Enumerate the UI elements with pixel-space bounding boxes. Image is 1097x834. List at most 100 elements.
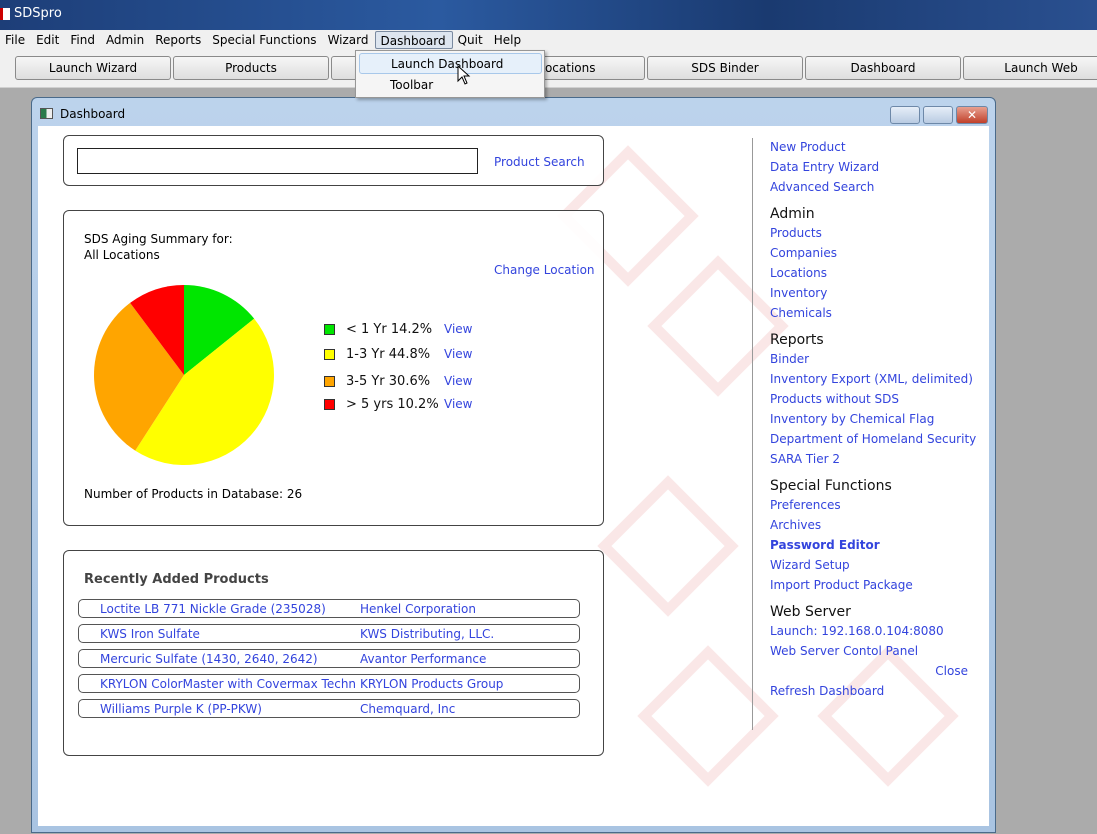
toolbar-button-dashboard[interactable]: Dashboard xyxy=(805,56,961,80)
sidebar-link-inventory-by-chemical-flag[interactable]: Inventory by Chemical Flag xyxy=(770,412,935,426)
sidebar-heading-special: Special Functions xyxy=(770,478,892,494)
menu-dashboard[interactable]: Dashboard xyxy=(374,31,453,49)
sidebar-link-department-of-homeland-security[interactable]: Department of Homeland Security xyxy=(770,432,977,446)
company-link[interactable]: KRYLON Products Group xyxy=(360,677,504,691)
menu-file[interactable]: File xyxy=(5,33,26,47)
menu-item-toolbar[interactable]: Toolbar xyxy=(390,78,434,92)
hazard-watermark-icon xyxy=(597,475,739,617)
company-link[interactable]: Chemquard, Inc xyxy=(360,702,456,716)
sidebar-divider xyxy=(752,138,753,730)
toolbar-button-products[interactable]: Products xyxy=(173,56,329,80)
product-search-link[interactable]: Product Search xyxy=(494,155,585,169)
sidebar-link-products[interactable]: Products xyxy=(770,226,822,240)
product-link[interactable]: Williams Purple K (PP-PKW) xyxy=(100,702,262,716)
close-dashboard-link[interactable]: Close xyxy=(935,664,968,678)
aging-title: SDS Aging Summary for: xyxy=(84,232,233,246)
menu-special-functions[interactable]: Special Functions xyxy=(212,33,317,47)
toolbar-button-launch-wizard[interactable]: Launch Wizard xyxy=(15,56,171,80)
menu-reports[interactable]: Reports xyxy=(155,33,202,47)
sidebar-links: New Product Data Entry Wizard Advanced Sea… xyxy=(770,140,980,704)
sidebar-link-launch-192-168-0-104-8080[interactable]: Launch: 192.168.0.104:8080 xyxy=(770,624,944,638)
legend-swatch xyxy=(324,399,335,410)
hazard-watermark-icon xyxy=(647,255,789,397)
view-link[interactable]: View xyxy=(444,322,473,336)
menu-edit[interactable]: Edit xyxy=(36,33,60,47)
product-search-input[interactable] xyxy=(77,148,478,174)
sidebar-link-products-without-sds[interactable]: Products without SDS xyxy=(770,392,900,406)
dashboard-window: Dashboard ✕ Product Search SDS Aging Sum… xyxy=(31,97,996,833)
window-title: Dashboard xyxy=(60,107,126,121)
sidebar-link-new-product[interactable]: New Product xyxy=(770,140,846,154)
dashboard-content: Product Search SDS Aging Summary for: Al… xyxy=(38,126,989,826)
recent-product-row[interactable]: Loctite LB 771 Nickle Grade (235028) Henk… xyxy=(78,599,580,618)
aging-summary-panel: SDS Aging Summary for: All Locations Cha… xyxy=(63,210,604,526)
menu-admin[interactable]: Admin xyxy=(105,33,145,47)
sidebar-link-data-entry-wizard[interactable]: Data Entry Wizard xyxy=(770,160,880,174)
recent-product-row[interactable]: KWS Iron Sulfate KWS Distributing, LLC. xyxy=(78,624,580,643)
app-title: SDSpro xyxy=(14,6,62,21)
recent-product-row[interactable]: Mercuric Sulfate (1430, 2640, 2642) Avant… xyxy=(78,649,580,668)
company-link[interactable]: KWS Distributing, LLC. xyxy=(360,627,495,641)
change-location-link[interactable]: Change Location xyxy=(494,263,595,277)
product-link[interactable]: Mercuric Sulfate (1430, 2640, 2642) xyxy=(100,652,318,666)
recent-product-row[interactable]: Williams Purple K (PP-PKW) Chemquard, Inc xyxy=(78,699,580,718)
sidebar-link-archives[interactable]: Archives xyxy=(770,518,822,532)
view-link[interactable]: View xyxy=(444,347,473,361)
recent-products-panel: Recently Added Products Loctite LB 771 N… xyxy=(63,550,604,756)
product-link[interactable]: KWS Iron Sulfate xyxy=(100,627,200,641)
sidebar-link-chemicals[interactable]: Chemicals xyxy=(770,306,832,320)
product-link[interactable]: Loctite LB 771 Nickle Grade (235028) xyxy=(100,602,326,616)
recent-products-title: Recently Added Products xyxy=(84,572,269,587)
pie-slice-2 xyxy=(93,302,184,451)
toolbar-button-launch-web[interactable]: Launch Web xyxy=(963,56,1097,80)
toolbar: Launch Wizard Products Locations SDS Binder… xyxy=(0,50,1097,88)
legend-label: 3-5 Yr 30.6% xyxy=(346,374,431,389)
pie-slice-3 xyxy=(130,285,184,375)
close-window-button[interactable]: ✕ xyxy=(956,106,988,124)
legend-swatch xyxy=(324,324,335,335)
legend-label: > 5 yrs 10.2% xyxy=(346,397,439,412)
product-count: Number of Products in Database: 26 xyxy=(84,487,303,501)
company-link[interactable]: Henkel Corporation xyxy=(360,602,476,616)
aging-pie-chart xyxy=(93,285,275,466)
dashboard-menu-dropdown: Launch Dashboard Toolbar xyxy=(355,50,545,98)
toolbar-button-sds-binder[interactable]: SDS Binder xyxy=(647,56,803,80)
sidebar-link-inventory-export-xml-delimited-[interactable]: Inventory Export (XML, delimited) xyxy=(770,372,973,386)
maximize-button[interactable] xyxy=(923,106,953,124)
sidebar-link-preferences[interactable]: Preferences xyxy=(770,498,841,512)
company-link[interactable]: Avantor Performance xyxy=(360,652,487,666)
sidebar-link-sara-tier-2[interactable]: SARA Tier 2 xyxy=(770,452,840,466)
sidebar-link-inventory[interactable]: Inventory xyxy=(770,286,828,300)
sidebar-link-import-product-package[interactable]: Import Product Package xyxy=(770,578,913,592)
search-panel: Product Search xyxy=(63,135,604,186)
sidebar-link-web-server-contol-panel[interactable]: Web Server Contol Panel xyxy=(770,644,919,658)
mouse-cursor-icon xyxy=(457,65,471,85)
minimize-button[interactable] xyxy=(890,106,920,124)
legend-swatch xyxy=(324,376,335,387)
sidebar-link-refresh-dashboard[interactable]: Refresh Dashboard xyxy=(770,684,885,698)
menu-bar: File Edit Find Admin Reports Special Function… xyxy=(0,30,1097,50)
hazard-watermark-icon xyxy=(637,645,779,787)
menu-find[interactable]: Find xyxy=(70,33,95,47)
sidebar-link-wizard-setup[interactable]: Wizard Setup xyxy=(770,558,850,572)
product-link[interactable]: KRYLON ColorMaster with Covermax Technol… xyxy=(100,677,355,691)
sidebar-link-locations[interactable]: Locations xyxy=(770,266,828,280)
legend-label: < 1 Yr 14.2% xyxy=(346,322,433,337)
pie-slice-0 xyxy=(184,285,255,375)
sidebar-link-password-editor[interactable]: Password Editor xyxy=(770,538,880,552)
view-link[interactable]: View xyxy=(444,397,473,411)
menu-help[interactable]: Help xyxy=(493,33,522,47)
sidebar-link-binder[interactable]: Binder xyxy=(770,352,810,366)
recent-product-row[interactable]: KRYLON ColorMaster with Covermax Technol… xyxy=(78,674,580,693)
legend-label: 1-3 Yr 44.8% xyxy=(346,347,431,362)
app-titlebar: SDSpro xyxy=(0,0,1097,30)
sidebar-link-companies[interactable]: Companies xyxy=(770,246,837,260)
legend-swatch xyxy=(324,349,335,360)
aging-location: All Locations xyxy=(84,248,160,262)
sidebar-link-advanced-search[interactable]: Advanced Search xyxy=(770,180,875,194)
menu-quit[interactable]: Quit xyxy=(457,33,483,47)
sidebar-heading-admin: Admin xyxy=(770,206,815,222)
view-link[interactable]: View xyxy=(444,374,473,388)
menu-item-launch-dashboard[interactable]: Launch Dashboard xyxy=(359,53,542,74)
menu-wizard[interactable]: Wizard xyxy=(327,33,369,47)
